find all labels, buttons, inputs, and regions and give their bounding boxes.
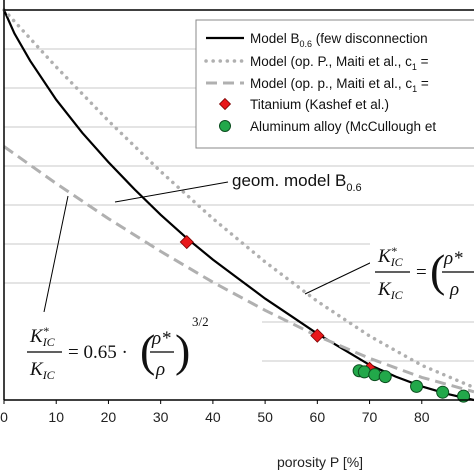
svg-text:(: ( <box>140 325 155 376</box>
legend-label: Aluminum alloy (McCullough et <box>250 119 436 134</box>
svg-text:ρ*: ρ* <box>151 328 171 349</box>
legend-label: Model (op. p., Maiti et al., c1 = <box>250 76 429 94</box>
x-tick-label: 10 <box>48 409 64 425</box>
x-axis-label: porosity P [%] <box>277 454 363 470</box>
svg-text:ρ: ρ <box>449 279 459 300</box>
svg-text:ρ: ρ <box>155 359 165 380</box>
titanium-point <box>179 234 194 250</box>
aluminum-point <box>436 385 450 399</box>
aluminum-point <box>368 368 382 382</box>
x-tick-label: 60 <box>310 409 326 425</box>
x-tick-label: 30 <box>153 409 169 425</box>
legend-swatch-diamond <box>218 97 232 111</box>
aluminum-point <box>410 379 424 393</box>
titanium-point <box>310 328 325 343</box>
legend-label: Model (op. P., Maiti et al., c1 = <box>250 54 429 72</box>
x-tick-label: 50 <box>257 409 273 425</box>
svg-text:3/2: 3/2 <box>192 314 209 329</box>
svg-text:KIC: KIC <box>377 279 404 302</box>
aluminum-point <box>378 370 392 384</box>
x-tick-label: 0 <box>0 409 8 425</box>
right-formula: K* IC KIC = ( ρ* ρ <box>370 232 474 304</box>
x-tick-label: 40 <box>205 409 221 425</box>
svg-text:= 0.65 ·: = 0.65 · <box>68 342 128 363</box>
annotations: geom. model B0.6 K* IC KIC = 0.65 · ( ρ* … <box>0 171 474 392</box>
left-formula: K* IC KIC = 0.65 · ( ρ* ρ ) 3/2 <box>0 312 262 392</box>
right-formula-leader-line <box>304 261 373 295</box>
svg-text:K*IC: K* IC <box>29 324 56 349</box>
svg-text:ρ*: ρ* <box>443 248 463 269</box>
x-tick-label: 20 <box>101 409 117 425</box>
legend-label: Model B0.6 (few disconnection <box>250 31 428 49</box>
series-line-2 <box>3 145 474 394</box>
x-tick-label: 70 <box>362 409 378 425</box>
svg-text:KIC: KIC <box>29 359 56 382</box>
aluminum-point <box>457 389 471 403</box>
svg-text:): ) <box>175 325 190 376</box>
legend-swatch-circle <box>219 120 231 132</box>
legend-label: Titanium (Kashef et al.) <box>250 97 389 112</box>
x-tick-label: 80 <box>414 409 430 425</box>
legend: Model B0.6 (few disconnection Model (op. … <box>195 19 474 149</box>
svg-text:=: = <box>416 262 427 283</box>
plot-area <box>2 8 474 403</box>
svg-text:(: ( <box>430 245 445 296</box>
svg-text:K*IC: K* IC <box>377 244 404 269</box>
geom-model-label: geom. model B0.6 <box>232 171 362 194</box>
geom-leader-line <box>114 181 229 203</box>
series-line-1 <box>2 8 474 390</box>
left-formula-leader-line <box>43 195 69 313</box>
